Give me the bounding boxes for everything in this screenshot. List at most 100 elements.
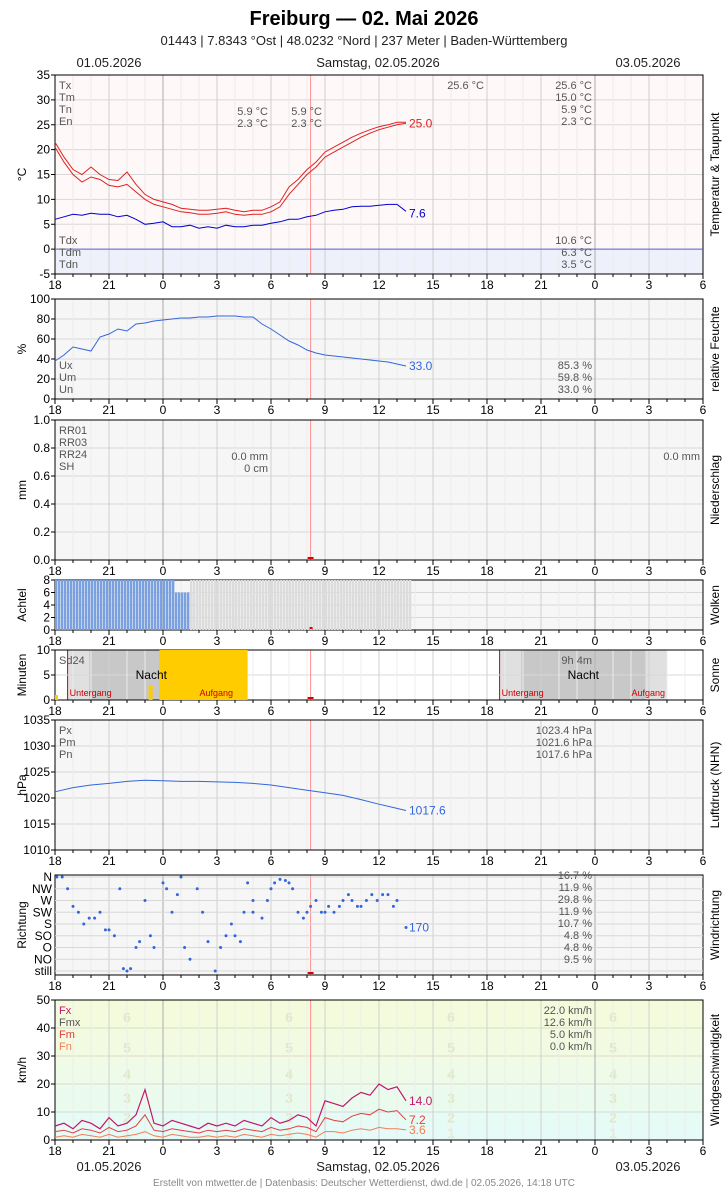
y-tick-label: 25 (37, 118, 51, 132)
y-tick-label: 1020 (23, 791, 50, 805)
y-tick-label: 30 (37, 93, 51, 107)
x-tick-label: 0 (160, 854, 167, 868)
panel-wind_dir: 18 21 0 3 6 9 12 15 18 21 0 3 6 Richtung Windrichtung N… (15, 870, 722, 993)
x-tick-label: 15 (426, 1144, 440, 1158)
y-axis-label: Richtung (15, 901, 29, 948)
y-tick-label: 1030 (23, 739, 50, 753)
y-tick-label: 10 (37, 1105, 51, 1119)
wind-direction-point (346, 893, 350, 897)
panel-frame (54, 74, 704, 275)
x-tick-label: 18 (48, 1144, 62, 1158)
y-tick-label: 2 (43, 611, 50, 625)
cloud-bar (369, 580, 373, 630)
footer-date-left: 01.05.2026 (76, 1159, 141, 1174)
cloud-bar (150, 580, 154, 630)
wind-direction-point (93, 916, 97, 920)
cloud-bar (378, 580, 382, 630)
x-tick-label: 6 (700, 979, 707, 993)
x-tick-label: 12 (372, 704, 386, 718)
end-value-label: 1017.6 (409, 803, 446, 817)
y-tick-label: 1010 (23, 843, 50, 857)
y-tick-label: W (41, 894, 53, 908)
x-tick-label: 21 (534, 564, 548, 578)
panel-frame (54, 649, 704, 701)
x-tick-label: 9 (322, 854, 329, 868)
y-tick-label: 1015 (23, 817, 50, 831)
cloud-bar (312, 580, 316, 630)
now-marker (307, 972, 314, 974)
x-tick-label: 0 (160, 403, 167, 417)
legend-label: RR01 (59, 425, 87, 437)
wind-direction-point (319, 910, 323, 914)
y-tick-label: 10 (37, 192, 51, 206)
cloud-bar (246, 580, 250, 630)
wind-direction-point (107, 928, 111, 932)
series-line-fm (54, 1108, 407, 1134)
wind-direction-point (82, 922, 86, 926)
x-tick-label: 15 (426, 634, 440, 648)
x-tick-label: 0 (592, 634, 599, 648)
legend-label: Un (59, 384, 73, 396)
panel-wind_speed: 6543216543216543216543215040302010018210… (15, 993, 722, 1158)
y-tick-label: 4 (43, 598, 50, 612)
cloud-bar (90, 580, 94, 630)
legend-label: Um (59, 372, 76, 384)
x-tick-label: 12 (372, 979, 386, 993)
x-tick-label: 3 (214, 278, 221, 292)
cloud-bar (375, 580, 379, 630)
cloud-bar (288, 580, 292, 630)
wind-direction-point (278, 877, 282, 881)
wind-direction-point (341, 899, 345, 902)
y-tick-label: 5 (43, 668, 50, 682)
x-tick-label: 0 (160, 1144, 167, 1158)
series-line-fx (54, 1083, 407, 1130)
wind-direction-point (246, 881, 250, 885)
wind-direction-point (76, 910, 80, 914)
value-label: 1017.6 hPa (536, 749, 593, 761)
x-tick-label: 12 (372, 1144, 386, 1158)
x-tick-label: 12 (372, 278, 386, 292)
x-tick-label: 18 (48, 634, 62, 648)
cloud-bar (300, 580, 304, 630)
x-tick-label: 15 (426, 704, 440, 718)
value-label: 0.0 km/h (550, 1041, 592, 1053)
x-tick-label: 3 (214, 1144, 221, 1158)
legend-label: Fx (59, 1005, 72, 1017)
y-tick-label: 0.8 (33, 441, 50, 455)
cloud-bar (87, 580, 91, 630)
cloud-bar (72, 580, 76, 630)
x-tick-label: 0 (592, 278, 599, 292)
x-tick-label: 0 (592, 564, 599, 578)
wind-direction-point (118, 887, 122, 891)
date-center: Samstag, 02.05.2026 (316, 55, 440, 70)
cloud-bar (225, 580, 229, 630)
cloud-bar (384, 580, 388, 630)
wind-direction-point (381, 893, 385, 897)
value-label: 25.6 °C (447, 80, 484, 92)
value-label: 1023.4 hPa (536, 725, 593, 737)
x-tick-label: 3 (214, 979, 221, 993)
y-tick-label: 60 (37, 332, 51, 346)
value-label: 2.3 °C (237, 118, 268, 130)
cloud-bar (210, 580, 214, 630)
cloud-bar (81, 580, 85, 630)
y-tick-label: 20 (37, 143, 51, 157)
y-tick-label: 0.2 (33, 525, 50, 539)
end-value-label: 3.6 (409, 1123, 426, 1137)
panel-title: Windrichtung (708, 890, 722, 960)
legend-label: Sd24 (59, 655, 85, 667)
cloud-bar (294, 580, 298, 630)
wind-direction-point (229, 922, 233, 926)
wind-direction-point (134, 946, 138, 949)
x-tick-label: 3 (214, 704, 221, 718)
wind-direction-point (138, 940, 142, 944)
cloud-bar (190, 580, 193, 630)
value-label: 5.9 °C (561, 104, 592, 116)
cloud-bar (396, 580, 400, 630)
cloud-bar (168, 580, 172, 630)
wind-direction-point (251, 899, 255, 902)
x-tick-label: 6 (700, 278, 707, 292)
